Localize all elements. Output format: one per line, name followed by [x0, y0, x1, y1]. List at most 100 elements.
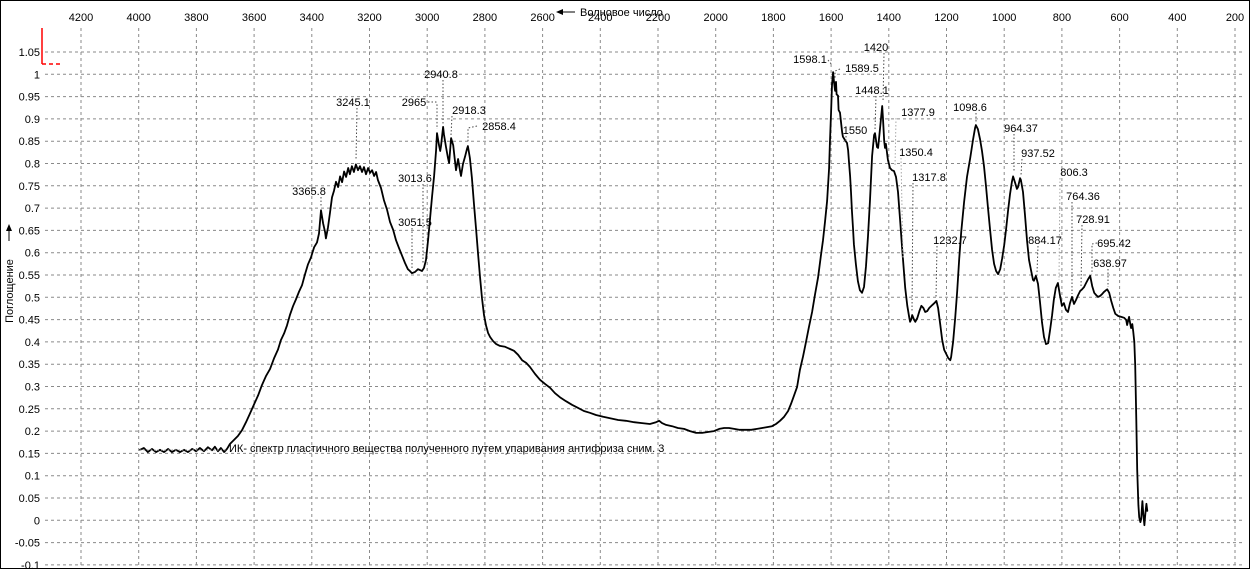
- peak-label: 764.36: [1066, 191, 1100, 203]
- peak-label: 1232.7: [933, 235, 967, 247]
- peak-label: 1420: [864, 42, 888, 54]
- peak-label: 3365.8: [292, 186, 326, 198]
- y-tick-label: -0.1: [21, 560, 40, 569]
- x-tick-label: 2800: [473, 12, 497, 24]
- peak-annotation: 1232.7: [933, 235, 967, 299]
- gridlines: [45, 28, 1245, 568]
- peak-annotation: 638.97: [1093, 258, 1127, 287]
- peak-leader-line: [882, 52, 885, 103]
- peak-annotation: 1377.9: [894, 107, 935, 168]
- spectrum-caption: ИК- спектр пластичного вещества полученн…: [229, 443, 664, 455]
- peak-annotation: 3013.6: [398, 173, 432, 264]
- y-tick-label: 0.5: [25, 292, 40, 304]
- x-tick-label: 2200: [646, 12, 670, 24]
- x-tick-label: 1400: [877, 12, 901, 24]
- peak-annotation: 1420: [864, 42, 888, 103]
- peak-leader-line: [827, 59, 833, 66]
- x-tick-label: 2400: [588, 12, 612, 24]
- peak-annotation: 3245.1: [336, 97, 370, 161]
- x-tick-label: 2000: [703, 12, 727, 24]
- peak-annotation: 937.52: [1020, 148, 1055, 176]
- y-tick-label: 1.05: [19, 47, 40, 59]
- peak-leader-line: [894, 117, 897, 168]
- peak-label: 3245.1: [336, 97, 370, 109]
- y-tick-label: 0.8: [25, 159, 40, 171]
- x-tick-label: 600: [1110, 12, 1128, 24]
- x-tick-label: 3600: [242, 12, 266, 24]
- spectrum-curve: [139, 71, 1149, 527]
- x-tick-label: 3800: [184, 12, 208, 24]
- peak-annotation: 695.42: [1091, 238, 1131, 274]
- peak-leader-line: [1020, 158, 1023, 176]
- x-tick-label: 3000: [415, 12, 439, 24]
- up-arrow-icon: [6, 224, 12, 231]
- red-cursor-marker: [41, 28, 61, 65]
- peak-label: 1098.6: [953, 102, 987, 114]
- y-tick-label: 0.85: [19, 136, 40, 148]
- x-tick-label: 3400: [300, 12, 324, 24]
- peak-annotation: 806.3: [1058, 167, 1088, 281]
- peak-annotation: 1317.8: [911, 172, 946, 313]
- peak-annotation: 1098.6: [953, 102, 987, 122]
- y-tick-label: 0.3: [25, 382, 40, 394]
- peak-annotation: 2858.4: [467, 121, 516, 142]
- y-axis-title-group: Поглощение: [4, 224, 16, 323]
- peak-annotation: 1598.1: [793, 54, 833, 66]
- peak-annotation: 1550: [843, 125, 867, 141]
- peak-leader-line: [1036, 245, 1039, 274]
- y-axis-title: Поглощение: [4, 259, 16, 323]
- peak-annotation: 1448.1: [855, 85, 889, 131]
- peak-annotation: 964.37: [1004, 123, 1038, 172]
- x-tick-label: 1800: [761, 12, 785, 24]
- peak-leader-line: [467, 125, 478, 142]
- peak-leader-line: [428, 101, 438, 129]
- peak-label: 1550: [843, 125, 867, 137]
- y-axis-tick-labels: 1.05 1 0.95 0.9 0.85 0.8 0.75 0.7 0.65 0.6 0.55 0.5…: [15, 47, 40, 569]
- peak-annotation: 2965: [402, 97, 438, 129]
- peak-leader-line: [355, 107, 358, 161]
- peak-label: 1598.1: [793, 54, 827, 66]
- x-tick-label: 1000: [992, 12, 1016, 24]
- x-axis-title: Волновое число: [580, 7, 663, 19]
- peak-label: 1317.8: [912, 172, 946, 184]
- y-tick-label: 1: [34, 69, 40, 81]
- y-tick-label: 0.05: [19, 493, 40, 505]
- x-tick-label: 4000: [126, 12, 150, 24]
- y-tick-label: 0.95: [19, 92, 40, 104]
- x-tick-label: 400: [1168, 12, 1186, 24]
- peak-label: 806.3: [1060, 167, 1088, 179]
- y-tick-label: 0.1: [25, 471, 40, 483]
- peak-label: 728.91: [1076, 214, 1110, 226]
- peak-leader-line: [1058, 177, 1061, 281]
- x-tick-label: 1200: [934, 12, 958, 24]
- peak-annotations: 3365.8 3245.1 3013.6 3051.5 2965 2940.8 2918.3…: [292, 42, 1131, 313]
- x-axis-tick-labels: 4200 4000 3800 3600 3400 3200 3000 2800 2600 2400…: [69, 12, 1244, 24]
- y-tick-label: 0.9: [25, 114, 40, 126]
- peak-label: 1589.5: [845, 63, 879, 75]
- y-tick-label: 0: [34, 515, 40, 527]
- y-tick-label: -0.05: [15, 538, 40, 550]
- peak-label: 1377.9: [901, 107, 935, 119]
- y-tick-label: 0.55: [19, 270, 40, 282]
- peak-leader-line: [935, 245, 938, 299]
- y-tick-label: 0.35: [19, 359, 40, 371]
- peak-leader-line: [911, 182, 914, 313]
- peak-leader-line: [834, 68, 841, 79]
- peak-label: 3051.5: [398, 217, 432, 229]
- x-tick-label: 1600: [819, 12, 843, 24]
- x-tick-label: 4200: [69, 12, 93, 24]
- peak-label: 3013.6: [398, 173, 432, 185]
- x-axis-title-group: Волновое число: [556, 7, 663, 19]
- peak-leader-line: [1091, 242, 1098, 274]
- peak-label: 2940.8: [424, 69, 458, 81]
- peak-label: 937.52: [1021, 148, 1055, 160]
- peak-label: 1448.1: [855, 85, 889, 97]
- peak-annotation: 1589.5: [834, 63, 879, 79]
- peak-label: 638.97: [1093, 258, 1127, 270]
- x-tick-label: 800: [1053, 12, 1071, 24]
- peak-annotation: 728.91: [1076, 214, 1110, 289]
- x-tick-label: 2600: [530, 12, 554, 24]
